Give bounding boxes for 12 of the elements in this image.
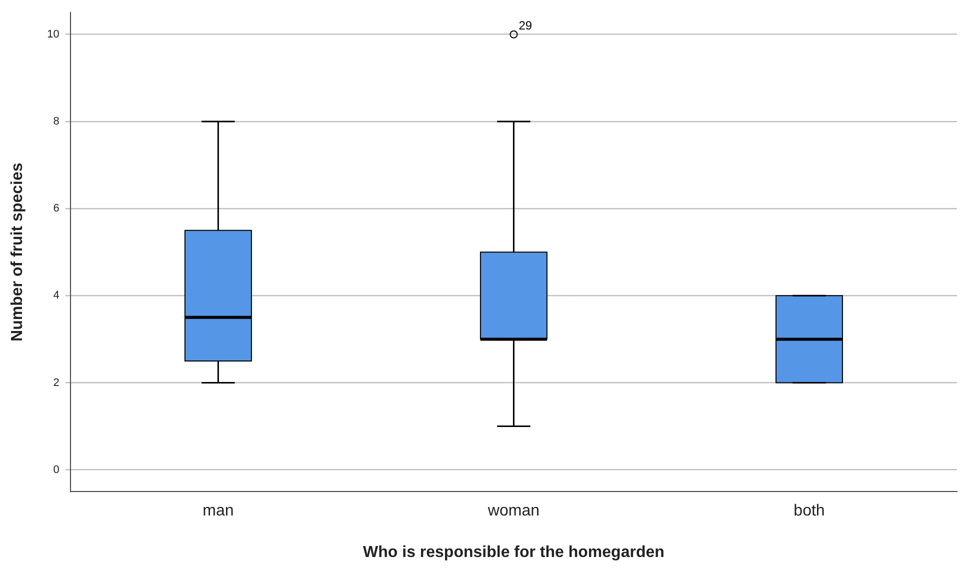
x-tick-label: both: [794, 502, 825, 520]
x-tick-label: man: [202, 502, 234, 520]
annotation: 29: [518, 18, 532, 33]
y-tick-label: 6: [53, 202, 60, 215]
y-tick-label: 0: [53, 464, 60, 476]
y-axis-title: Number of fruit species: [9, 162, 26, 342]
x-axis-title: Who is responsible for the homegarden: [363, 544, 664, 561]
x-tick-label: woman: [486, 502, 540, 520]
y-tick-label: 2: [53, 376, 60, 389]
y-tick-label: 4: [53, 290, 60, 302]
y-tick-label: 10: [47, 28, 60, 40]
y-tick-label: 8: [53, 115, 60, 128]
